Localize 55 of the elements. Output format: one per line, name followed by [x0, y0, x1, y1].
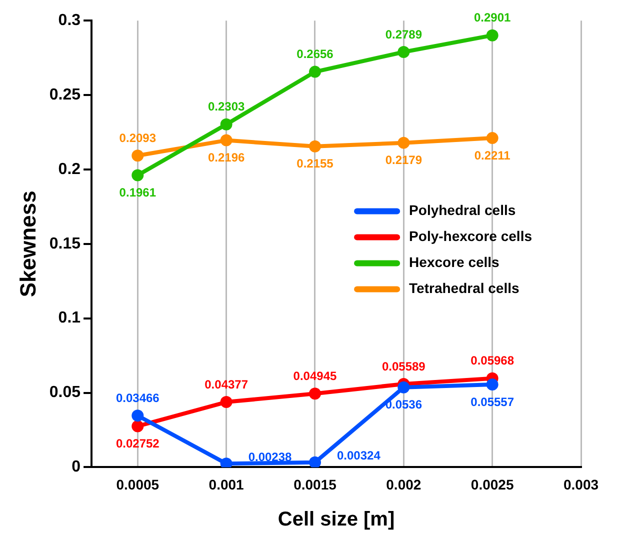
point — [398, 381, 410, 394]
y-tick-label: 0.25 — [49, 86, 81, 104]
point — [220, 118, 232, 130]
legend-label: Tetrahedral cells — [409, 280, 520, 296]
point — [486, 378, 498, 390]
data-label: 0.2155 — [296, 156, 334, 171]
point — [486, 132, 498, 144]
x-tick-label: 0.0025 — [470, 476, 514, 492]
data-label: 0.2789 — [385, 27, 422, 42]
data-label: 0.2656 — [296, 47, 334, 62]
data-label: 0.03466 — [116, 390, 160, 405]
data-label: 0.05968 — [470, 354, 514, 368]
point — [220, 396, 232, 408]
point — [486, 29, 498, 42]
point — [398, 136, 410, 149]
data-label: 0.1961 — [119, 186, 156, 200]
data-label: 0.2179 — [385, 153, 422, 168]
data-label: 0.02752 — [116, 436, 160, 451]
x-tick-label: 0.003 — [563, 476, 599, 492]
data-label: 0.00324 — [336, 448, 381, 463]
legend-label: Poly-hexcore cells — [409, 228, 532, 244]
x-tick-label: 0.001 — [208, 476, 244, 492]
y-tick-label: 0 — [72, 458, 81, 476]
x-tick-label: 0.002 — [386, 476, 422, 492]
point — [132, 420, 144, 432]
point — [308, 140, 321, 152]
x-tick-label: 0.0015 — [294, 476, 337, 492]
data-label: 0.04377 — [204, 377, 248, 392]
data-label: 0.2901 — [474, 10, 512, 25]
point — [398, 46, 410, 58]
point — [308, 66, 321, 78]
data-label: 0.2211 — [474, 148, 511, 162]
y-tick-label: 0.1 — [58, 310, 81, 327]
data-label: 0.2303 — [208, 100, 245, 114]
y-tick-label: 0.3 — [58, 12, 81, 30]
point — [308, 388, 321, 400]
y-tick-label: 0.15 — [49, 235, 81, 252]
data-label: 0.2093 — [119, 130, 156, 145]
y-axis-title: Skewness — [15, 190, 40, 298]
point — [308, 456, 321, 468]
y-tick-label: 0.05 — [49, 384, 81, 402]
point — [132, 150, 144, 162]
legend-label: Polyhedral cells — [409, 202, 516, 218]
data-label: 0.00238 — [248, 450, 292, 464]
data-label: 0.04945 — [293, 368, 337, 383]
x-axis-title: Cell size [m] — [278, 508, 395, 531]
point — [132, 169, 144, 182]
point — [220, 134, 232, 146]
data-label: 0.05557 — [470, 394, 514, 409]
data-label: 0.2196 — [208, 150, 245, 165]
data-label: 0.05589 — [382, 359, 426, 374]
legend-label: Hexcore cells — [409, 254, 500, 270]
y-tick-label: 0.2 — [58, 160, 81, 178]
point — [132, 410, 144, 422]
x-tick-label: 0.0005 — [116, 476, 160, 492]
